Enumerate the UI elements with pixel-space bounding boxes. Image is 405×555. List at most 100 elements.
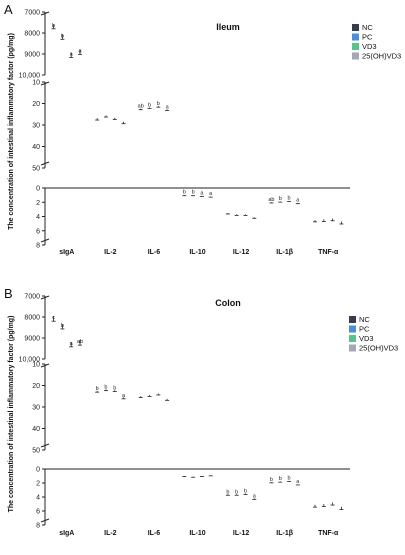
- panel-a-sig-letter: ab: [138, 104, 144, 110]
- panel-a-sig-letter: b: [183, 190, 186, 196]
- panel-b-ytick-label: 2: [36, 481, 40, 488]
- panel-a-legend-label: NC: [362, 23, 373, 32]
- panel-b-legend-swatch: [349, 335, 356, 342]
- panel-a-ytick-label: 10,000: [19, 73, 41, 80]
- panel-b-sig-letter: b: [288, 475, 291, 481]
- panel-b-ytick-label: 8: [36, 523, 40, 530]
- panel-b-legend-swatch: [349, 325, 356, 333]
- panel-b-sig-letter: b: [226, 489, 229, 495]
- panel-b-xtick-label: IL-12: [233, 530, 249, 537]
- panel-b-legend-swatch: [349, 344, 356, 352]
- panel-a-xtick-label: IL-2: [104, 249, 117, 256]
- panel-b-legend-label: VD3: [359, 334, 374, 343]
- panel-a-xtick-label: TNF-α: [318, 249, 339, 256]
- panel-a-sig-letter: a: [70, 52, 74, 58]
- panel-b-ytick-label: 4: [36, 495, 40, 502]
- panel-a-sig-letter: a: [209, 191, 213, 197]
- panel-a-ytick-label: 8: [36, 243, 40, 250]
- panel-b-sig-letter: b: [279, 476, 282, 482]
- panel-a-legend-label: VD3: [362, 42, 377, 51]
- panel-a-ytick-label: 7000: [24, 10, 40, 17]
- panel-b-ytick-label: 10,000: [19, 357, 41, 364]
- panel-b-xtick-label: IL-6: [148, 530, 161, 537]
- panel-b-ytick-label: 7000: [24, 294, 40, 301]
- panel-b-ytick-label: 0: [36, 467, 40, 474]
- panel-b-ytick-label: 40: [32, 426, 40, 433]
- panel-a-ytick-label: 10: [32, 80, 40, 87]
- panel-a-legend-label: PC: [362, 33, 373, 42]
- panel-a-sig-letter: b: [192, 190, 195, 196]
- panel-b-ylabel: The concentration of intestinal inflamma…: [8, 316, 15, 513]
- panel-a-axis-break: [40, 238, 50, 243]
- panel-a-sig-letter: b: [279, 196, 282, 202]
- panel-a-axis-break: [40, 161, 50, 166]
- panel-b-ytick-label: 10: [32, 362, 40, 369]
- panel-a-ytick-label: 40: [32, 144, 40, 151]
- panel-a-legend-swatch: [352, 52, 359, 60]
- panel-a-sig-letter: a: [78, 48, 82, 54]
- panel-b-legend-label: PC: [359, 325, 370, 334]
- panel-b-legend-label: NC: [359, 315, 370, 324]
- panel-b-title: Colon: [215, 298, 241, 308]
- panel-b-ytick-label: 20: [32, 383, 40, 390]
- panel-a-axis-break: [40, 81, 50, 86]
- panel-b-ytick-label: 6: [36, 509, 40, 516]
- panel-b-xtick-label: IL-10: [189, 530, 205, 537]
- panel-a-xtick-label: IL-6: [148, 249, 161, 256]
- panel-a-sig-letter: b: [157, 101, 160, 107]
- panel-b-axis-break: [40, 443, 50, 448]
- panel-a-sig-letter: b: [288, 195, 291, 201]
- panel-b-sig-letter: a: [70, 341, 74, 347]
- panel-a-sig-letter: b: [52, 23, 55, 29]
- panel-b-xtick-label: IL-1β: [276, 530, 293, 537]
- panel-b-sig-letter: a: [253, 493, 257, 499]
- panel-b-axis-break: [40, 363, 50, 368]
- panel-a-legend-swatch: [352, 24, 359, 31]
- panel-a-sig-letter: a: [166, 105, 170, 111]
- panel-b-axis-break: [40, 295, 50, 300]
- panel-a-sig-letter: a: [296, 198, 300, 204]
- panel-a-legend-swatch: [352, 43, 359, 50]
- panel-b-xtick-label: IL-2: [104, 530, 117, 537]
- panel-a-ylabel: The concentration of intestinal inflamma…: [8, 33, 15, 230]
- panel-a-ytick-label: 2: [36, 200, 40, 207]
- panel-a-legend-label: 25(OH)VD3: [362, 52, 401, 61]
- panel-b-ytick-label: 8000: [24, 315, 40, 322]
- panel-b-sig-letter: c: [52, 315, 55, 321]
- panel-a-ytick-label: 20: [32, 101, 40, 108]
- panel-a-ytick-label: 30: [32, 123, 40, 130]
- panel-b-legend-label: 25(OH)VD3: [359, 344, 398, 353]
- panel-a-ytick-label: 8000: [24, 31, 40, 38]
- panel-b-xtick-label: sIgA: [59, 530, 74, 537]
- panel-b-label: B: [4, 286, 13, 301]
- panel-b-sig-letter: b: [270, 477, 273, 483]
- panel-a-axis-break: [40, 11, 50, 16]
- panel-b-sig-letter: a: [122, 393, 126, 399]
- panel-a-sig-letter: b: [148, 102, 151, 108]
- panel-b-xtick-label: TNF-α: [318, 530, 339, 537]
- panel-b-sig-letter: b: [61, 323, 64, 329]
- panel-b-sig-letter: a: [296, 479, 300, 485]
- panel-b-sig-letter: ab: [77, 339, 83, 345]
- panel-a-sig-letter: ab: [268, 197, 274, 203]
- panel-b-legend-swatch: [349, 316, 356, 323]
- panel-b-sig-letter: b: [104, 385, 107, 391]
- panel-a-xtick-label: IL-1β: [276, 249, 293, 256]
- panel-a-xtick-label: IL-10: [189, 249, 205, 256]
- panel-a-sig-letter: b: [61, 33, 64, 39]
- panel-b-ytick-label: 30: [32, 405, 40, 412]
- panel-a-sig-letter: a: [200, 190, 204, 196]
- panel-b-sig-letter: b: [113, 386, 116, 392]
- panel-b-axis-break: [40, 518, 50, 523]
- panel-a-ytick-label: 0: [36, 186, 40, 193]
- panel-a-ytick-label: 4: [36, 214, 40, 221]
- panel-a-xtick-label: sIgA: [59, 249, 74, 256]
- panel-a-ytick-label: 50: [32, 166, 40, 173]
- panel-a-label: A: [4, 2, 13, 17]
- panel-b-sig-letter: b: [96, 386, 99, 392]
- panel-b-sig-letter: b: [235, 489, 238, 495]
- panel-b-sig-letter: b: [244, 489, 247, 495]
- panel-b-ytick-label: 50: [32, 448, 40, 455]
